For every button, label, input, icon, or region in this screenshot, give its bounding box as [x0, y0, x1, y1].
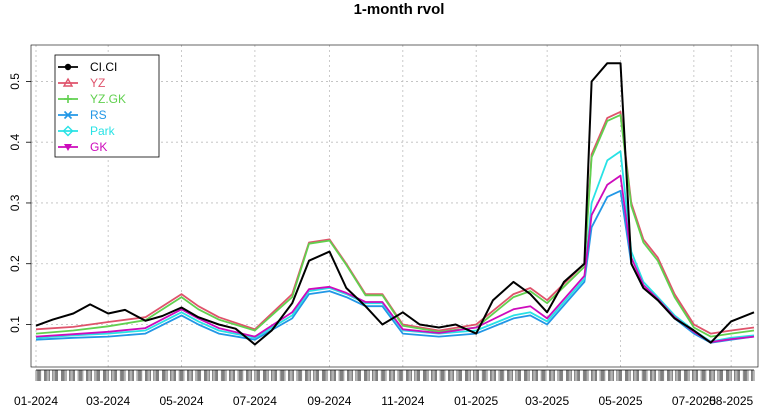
x-day-ticks — [35, 370, 755, 381]
legend-marker-diamond-icon — [62, 125, 74, 137]
x-tick-label: 09-2024 — [307, 394, 351, 408]
legend-marker-circle-icon — [64, 63, 72, 71]
legend-label: GK — [90, 140, 107, 154]
series-line-gk — [35, 174, 755, 343]
x-tick-label: 03-2024 — [86, 394, 130, 408]
x-tick-label: 08-2025 — [709, 394, 753, 408]
y-tick-label: 0.3 — [8, 194, 22, 211]
legend-entry: GK — [58, 140, 107, 154]
legend-label: YZ — [90, 76, 105, 90]
x-tick-label: 05-2025 — [598, 394, 642, 408]
series-line-ci-ci — [35, 62, 755, 346]
legend-box — [54, 54, 160, 158]
legend-label: YZ.GK — [90, 92, 126, 106]
legend-entry: CI.CI — [58, 60, 117, 74]
legend-entry: RS — [58, 108, 107, 122]
x-tick-label: 07-2025 — [672, 394, 716, 408]
legend-marker-triangle-up-icon — [62, 77, 74, 87]
legend-entry: YZ.GK — [58, 92, 126, 106]
legend-label: Park — [90, 124, 116, 138]
y-tick-label: 0.1 — [8, 316, 22, 333]
series-layer — [35, 62, 755, 346]
x-tick-label: 01-2025 — [454, 394, 498, 408]
x-axis: 01-2024 03-2024 05-2024 07-2024 09-2024 11-20… — [14, 369, 755, 408]
x-tick-label: 01-2024 — [14, 394, 58, 408]
y-tick-label: 0.5 — [8, 73, 22, 90]
plot-frame — [30, 44, 759, 368]
x-tick-label: 03-2025 — [525, 394, 569, 408]
legend-marker-cross-icon — [63, 110, 73, 120]
x-tick-label: 11-2024 — [381, 394, 424, 408]
x-tick-label: 05-2024 — [160, 394, 204, 408]
legend-label: RS — [90, 108, 107, 122]
legend-entry: YZ — [58, 76, 105, 90]
y-tick-label: 0.4 — [8, 134, 22, 151]
chart-title: 1-month rvol — [354, 1, 445, 18]
legend: CI.CI YZ YZ.GK RS Park GK — [54, 54, 160, 158]
legend-marker-triangle-down-icon — [64, 144, 72, 151]
series-line-yz — [35, 110, 755, 335]
legend-marker-plus-icon — [64, 95, 72, 103]
legend-label: CI.CI — [90, 60, 117, 74]
y-tick-label: 0.2 — [8, 255, 22, 272]
legend-entry: Park — [58, 124, 116, 138]
series-line-park — [35, 150, 755, 343]
x-tick-label: 07-2024 — [233, 394, 277, 408]
y-axis: 0.1 0.2 0.3 0.4 0.5 — [8, 73, 31, 333]
